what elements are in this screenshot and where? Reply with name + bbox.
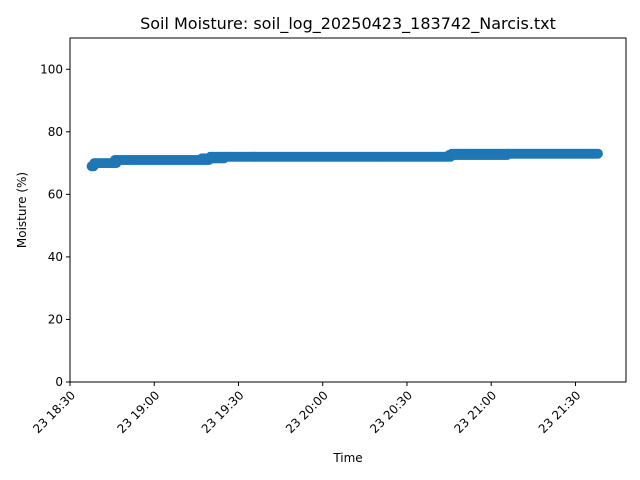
- plot-frame: [69, 37, 627, 383]
- y-tick-label: 60: [48, 187, 63, 201]
- x-tick-label: 23 20:00: [283, 388, 331, 436]
- y-tick-label: 40: [48, 250, 63, 264]
- y-tick-label: 80: [48, 125, 63, 139]
- y-tick-label: 20: [48, 312, 63, 326]
- scatter-point: [592, 148, 603, 159]
- x-tick-label: 23 21:00: [451, 388, 499, 436]
- x-tick-label: 23 20:30: [367, 388, 415, 436]
- x-tick-label: 23 19:30: [199, 388, 247, 436]
- axes: 0 20 40 60 80 100 23 18:30 23 19:00 23 19:30 23 2…: [30, 37, 627, 436]
- y-axis-label: Moisture (%): [15, 172, 29, 248]
- y-tick-label: 0: [55, 375, 63, 389]
- x-axis-label: Time: [332, 451, 362, 465]
- x-tick-label: 23 19:00: [115, 388, 163, 436]
- scatter-points: [86, 148, 603, 172]
- chart-title: Soil Moisture: soil_log_20250423_183742_…: [140, 14, 556, 34]
- x-tick-label: 23 18:30: [30, 388, 78, 436]
- x-tick-label: 23 21:30: [536, 388, 584, 436]
- y-tick-label: 100: [40, 62, 63, 76]
